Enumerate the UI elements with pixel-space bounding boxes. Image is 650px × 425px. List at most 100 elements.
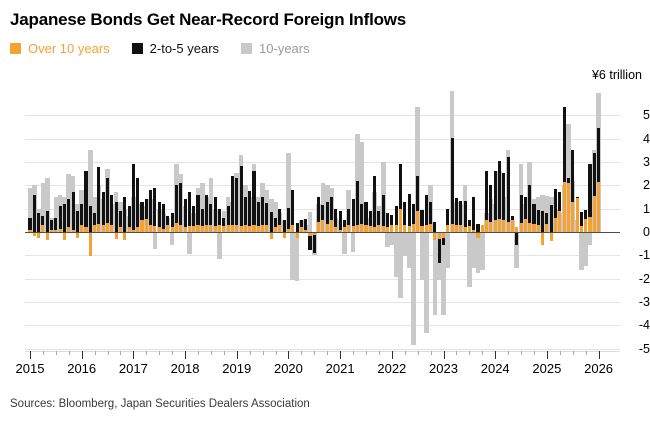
bar-over-10-years bbox=[338, 229, 342, 232]
bar-over-10-years bbox=[75, 233, 79, 238]
bar-over-10-years bbox=[325, 223, 329, 232]
bar-over-10-years bbox=[502, 220, 506, 232]
bar-over-10-years bbox=[480, 225, 484, 232]
bar-2-to-5-years bbox=[144, 199, 148, 232]
x-tick-label: 2026 bbox=[584, 361, 614, 376]
bar-over-10-years bbox=[385, 227, 390, 232]
bar-2-to-5-years bbox=[140, 201, 144, 232]
bar-2-to-5-years bbox=[403, 201, 407, 232]
x-tick-label: 2015 bbox=[15, 361, 45, 376]
legend: Over 10 years 2-to-5 years 10-years bbox=[10, 41, 310, 56]
bar-2-to-5-years bbox=[334, 208, 338, 232]
bar-2-to-5-years bbox=[532, 204, 536, 232]
bar-2-to-5-years bbox=[269, 212, 273, 232]
x-tick-minor bbox=[301, 351, 303, 355]
bar-2-to-5-years bbox=[153, 187, 157, 232]
bar-2-to-5-years bbox=[114, 201, 118, 232]
bar-over-10-years bbox=[519, 222, 523, 232]
bar-2-to-5-years bbox=[278, 208, 282, 232]
bar-over-10-years bbox=[136, 227, 140, 232]
bar-over-10-years bbox=[523, 219, 527, 232]
bar-over-10-years bbox=[278, 225, 282, 232]
grid-line bbox=[25, 278, 620, 280]
bar-2-to-5-years bbox=[196, 194, 200, 232]
bar-2-to-5-years bbox=[49, 220, 54, 232]
x-tick-minor bbox=[159, 351, 161, 355]
x-tick-minor bbox=[275, 351, 277, 355]
bar-2-to-5-years bbox=[161, 204, 166, 232]
bar-over-10-years bbox=[588, 216, 592, 232]
legend-swatch-icon bbox=[131, 43, 143, 54]
bar-over-10-years bbox=[45, 233, 49, 240]
bar-2-to-5-years bbox=[183, 199, 187, 232]
bar-over-10-years bbox=[196, 225, 200, 232]
bar-over-10-years bbox=[411, 223, 415, 232]
x-tick-minor bbox=[94, 351, 96, 355]
x-tick-label: 2025 bbox=[532, 361, 562, 376]
y-tick-label: -4 bbox=[638, 318, 650, 333]
bar-2-to-5-years bbox=[62, 204, 66, 232]
y-tick-label: 1 bbox=[643, 201, 650, 216]
bar-2-to-5-years bbox=[192, 206, 196, 232]
x-tick-minor bbox=[327, 351, 329, 355]
bar-2-to-5-years bbox=[329, 197, 334, 232]
bar-over-10-years bbox=[541, 233, 545, 245]
bar-10-years bbox=[294, 233, 300, 281]
x-tick-minor bbox=[404, 351, 406, 355]
y-tick-label: -1 bbox=[638, 248, 650, 263]
bar-over-10-years bbox=[476, 233, 480, 238]
bar-over-10-years bbox=[485, 220, 489, 232]
x-tick-minor bbox=[521, 351, 523, 355]
bar-2-to-5-years bbox=[149, 190, 153, 232]
bar-over-10-years bbox=[71, 229, 75, 232]
bar-over-10-years bbox=[571, 201, 575, 232]
bar-2-to-5-years bbox=[437, 233, 441, 264]
x-axis-baseline bbox=[25, 351, 620, 352]
bar-over-10-years bbox=[493, 220, 497, 232]
x-tick-minor bbox=[249, 351, 251, 355]
bar-2-to-5-years bbox=[222, 218, 226, 232]
x-tick-major bbox=[81, 351, 83, 359]
bar-2-to-5-years bbox=[127, 206, 131, 232]
x-tick-minor bbox=[120, 351, 122, 355]
bar-over-10-years bbox=[304, 229, 308, 232]
bar-2-to-5-years bbox=[80, 204, 84, 232]
x-tick-major bbox=[288, 351, 290, 359]
chart-title: Japanese Bonds Get Near-Record Foreign I… bbox=[10, 10, 407, 29]
bar-over-10-years bbox=[562, 181, 566, 232]
bar-2-to-5-years bbox=[549, 205, 553, 232]
bar-10-years bbox=[152, 233, 158, 250]
bar-over-10-years bbox=[209, 225, 213, 232]
bar-over-10-years bbox=[170, 227, 174, 232]
bar-over-10-years bbox=[351, 226, 355, 232]
bar-2-to-5-years bbox=[54, 218, 58, 232]
bar-over-10-years bbox=[360, 223, 364, 232]
bar-10-years bbox=[350, 233, 356, 252]
bar-2-to-5-years bbox=[123, 197, 127, 232]
bar-over-10-years bbox=[553, 218, 558, 232]
x-tick-minor bbox=[482, 351, 484, 355]
bar-over-10-years bbox=[407, 226, 411, 232]
bar-10-years bbox=[286, 152, 291, 232]
bar-over-10-years bbox=[317, 221, 321, 232]
bar-over-10-years bbox=[222, 226, 226, 232]
bar-10-years bbox=[402, 233, 408, 257]
bar-over-10-years bbox=[416, 211, 420, 232]
bar-over-10-years bbox=[62, 233, 66, 240]
x-tick-minor bbox=[572, 351, 574, 355]
bar-over-10-years bbox=[140, 220, 144, 232]
bar-over-10-years bbox=[105, 222, 110, 232]
bar-2-to-5-years bbox=[105, 178, 110, 232]
bar-2-to-5-years bbox=[37, 213, 41, 232]
bar-2-to-5-years bbox=[562, 107, 566, 232]
bar-over-10-years bbox=[144, 219, 148, 232]
bar-over-10-years bbox=[282, 233, 286, 238]
y-axis-unit-label: ¥6 trillion bbox=[591, 68, 642, 82]
bar-10-years bbox=[579, 233, 584, 271]
bar-2-to-5-years bbox=[71, 192, 75, 232]
bar-over-10-years bbox=[265, 225, 269, 232]
bar-10-years bbox=[169, 233, 175, 245]
x-tick-label: 2021 bbox=[325, 361, 355, 376]
bar-2-to-5-years bbox=[351, 199, 355, 232]
bar-2-to-5-years bbox=[416, 176, 420, 232]
